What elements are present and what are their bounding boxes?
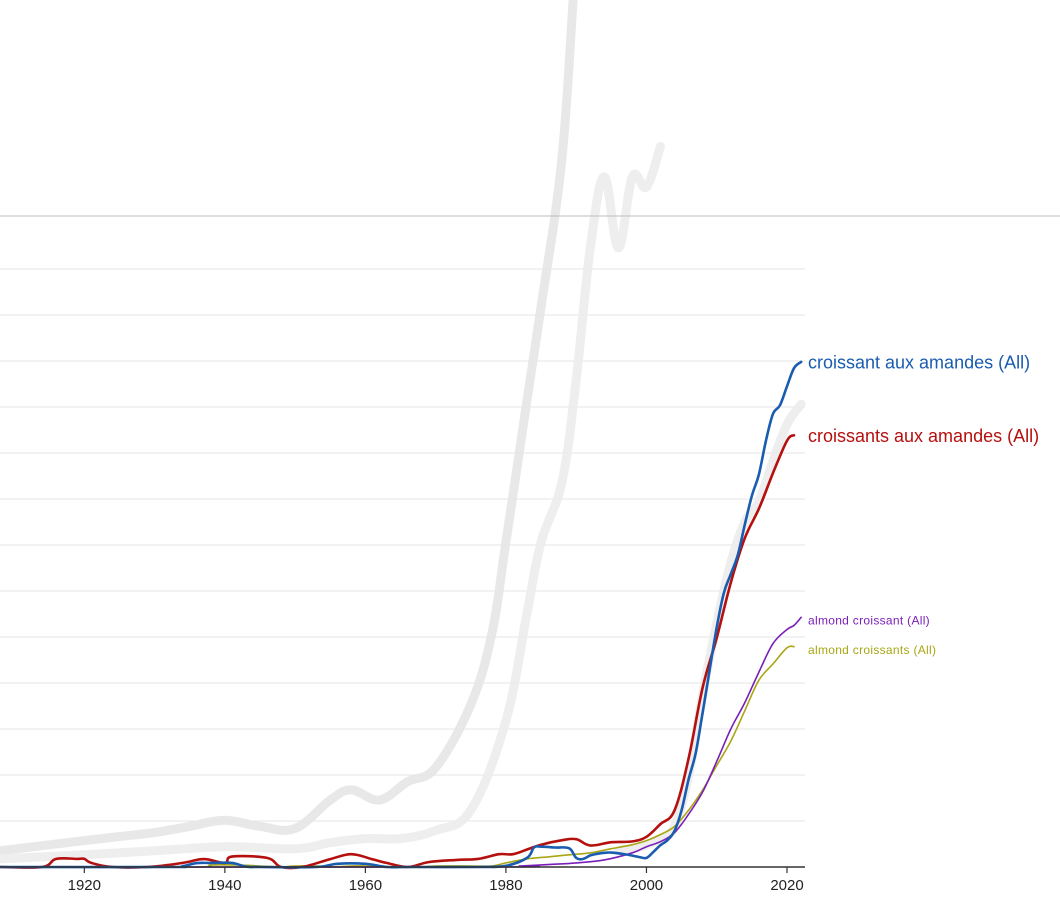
series-line-croissants-aux-amandes <box>0 433 796 870</box>
x-tick-label: 2000 <box>630 877 663 894</box>
series-label-almond-croissant: almond croissant (All) <box>808 613 930 627</box>
x-tick-label: 2020 <box>770 877 803 894</box>
x-tick-label: 1980 <box>489 877 522 894</box>
background-series-line <box>0 141 665 864</box>
gridlines <box>0 268 805 822</box>
series-label-almond-croissants: almond croissants (All) <box>808 643 936 657</box>
x-tick-label: 1960 <box>349 877 382 894</box>
series-line-almond-croissant <box>0 616 802 868</box>
background-series-group <box>0 0 806 864</box>
series-labels: croissant aux amandes (All) croissants au… <box>808 353 1039 657</box>
series-label-croissants-aux-amandes: croissants aux amandes (All) <box>808 426 1039 446</box>
x-tick-label: 1920 <box>68 877 101 894</box>
series-label-croissant-aux-amandes: croissant aux amandes (All) <box>808 353 1030 373</box>
x-tick-label: 1940 <box>208 877 241 894</box>
x-axis-ticks: 1920 1940 1960 1980 2000 2020 <box>68 867 804 894</box>
background-series-line <box>0 0 578 856</box>
